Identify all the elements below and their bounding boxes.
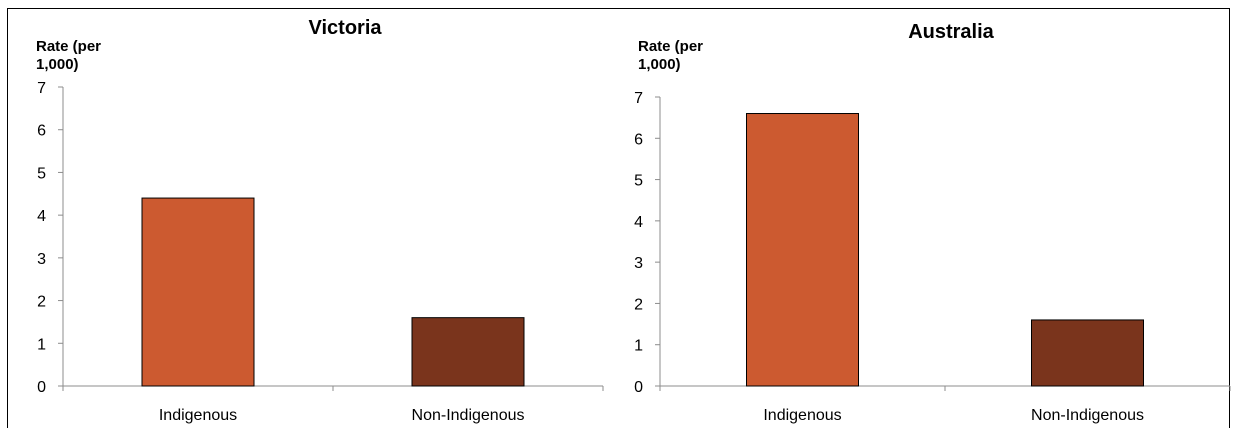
y-axis-label-line-2: 1,000) [36,56,79,73]
bar-indigenous [141,197,255,387]
y-tick-label: 1 [37,336,46,353]
y-tick-label: 5 [634,173,643,190]
y-tick-label: 4 [634,214,643,231]
x-tick-label: Indigenous [159,407,237,424]
chart-victoria: Victoria Rate (per 1,000) 0 1 2 3 4 5 6 7 Indige… [0,0,618,424]
y-tick-label: 6 [37,123,46,140]
y-tick-label: 5 [37,165,46,182]
y-axis-label: Rate (per 1,000) [36,38,146,74]
y-tick-label: 6 [634,131,643,148]
y-tick-label: 1 [634,338,643,355]
y-tick-label: 2 [634,296,643,313]
y-tick-label: 0 [634,379,643,396]
x-tick-label: Non-Indigenous [412,407,525,424]
bar-chart-australia: 0 1 2 3 4 5 6 7 Indigenous Non-Indigenous [634,90,1231,424]
y-axis-label-line-1: Rate (per [36,38,102,55]
chart-title: Victoria [308,17,382,39]
y-tick-label: 2 [37,294,46,311]
y-tick-label: 7 [37,80,46,97]
bar-chart-victoria: 0 1 2 3 4 5 6 7 Indigenous Non-Indigenous [37,80,604,424]
y-tick-label: 3 [37,251,46,268]
y-axis-label-line-2: 1,000) [638,56,681,73]
bar-indigenous [746,113,859,387]
y-axis-label-line-1: Rate (per [638,38,704,55]
bar-non-indigenous [411,317,525,387]
chart-title: Australia [908,21,994,43]
y-tick-label: 4 [37,208,46,225]
x-tick-label: Indigenous [763,407,841,424]
y-tick-label: 3 [634,255,643,272]
chart-frame [7,8,1230,428]
bar-non-indigenous [1031,319,1144,387]
chart-australia: Australia Rate (per 1,000) 0 1 2 3 4 5 6 7 Indig… [618,0,1236,424]
y-tick-label: 7 [634,90,643,107]
x-tick-label: Non-Indigenous [1031,407,1144,424]
y-tick-label: 0 [37,379,46,396]
y-axis-label: Rate (per 1,000) [638,38,748,74]
